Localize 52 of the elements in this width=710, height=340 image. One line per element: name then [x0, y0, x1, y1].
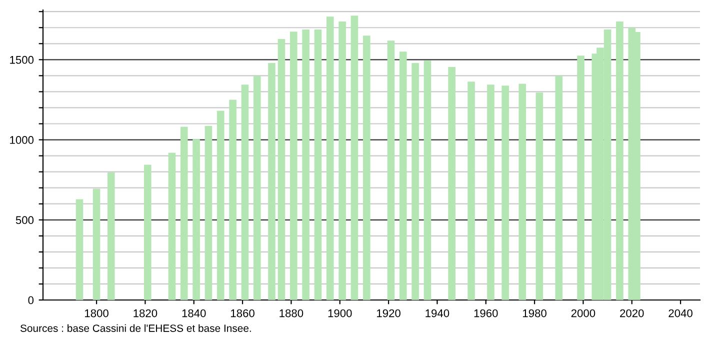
x-tick-label: 2020: [620, 309, 644, 318]
x-tick-label: 1800: [85, 309, 108, 318]
bar: [448, 67, 456, 300]
x-tick-label: 1860: [231, 309, 254, 318]
bar: [487, 84, 494, 300]
x-tick-label: 1980: [523, 309, 546, 318]
x-tick-label: 1960: [474, 309, 498, 318]
bar: [192, 139, 200, 300]
bar: [302, 30, 310, 300]
bar: [350, 16, 358, 300]
bar: [518, 84, 526, 300]
x-tick-label: 2000: [571, 309, 596, 318]
bar: [362, 36, 370, 300]
bar: [241, 84, 249, 300]
bar: [76, 199, 84, 300]
y-tick-label: 0: [28, 296, 34, 304]
source-note: Sources : base Cassini de l'EHESS et base Insee.: [20, 324, 251, 332]
bar: [468, 82, 475, 300]
x-tick-label: 1840: [182, 309, 206, 318]
x-tick-label: 1920: [377, 309, 400, 318]
x-tick-label: 1900: [328, 309, 352, 318]
bar: [555, 76, 563, 300]
bar: [180, 126, 188, 300]
bar: [168, 152, 176, 300]
bar: [290, 32, 298, 300]
bar: [577, 56, 584, 300]
bar: [229, 100, 236, 300]
y-tick-label: 1000: [10, 136, 34, 144]
bar: [204, 126, 212, 300]
bar: [107, 172, 115, 300]
bar: [424, 60, 432, 300]
x-tick-label: 1880: [280, 309, 304, 318]
x-tick-label: 1940: [426, 309, 450, 318]
bar: [536, 92, 544, 300]
bar: [216, 110, 224, 300]
y-tick-label: 1500: [10, 56, 34, 64]
bar: [92, 188, 100, 300]
y-tick-label: 500: [16, 216, 34, 224]
bar: [502, 86, 509, 300]
bar: [326, 16, 334, 300]
x-tick-label: 2040: [668, 309, 692, 318]
bar: [253, 76, 261, 300]
bar: [338, 22, 346, 300]
bar: [387, 40, 395, 300]
bar: [314, 30, 322, 300]
x-tick-label: 1820: [134, 309, 158, 318]
bar: [278, 39, 286, 300]
bar: [144, 164, 152, 300]
bar: [399, 52, 407, 300]
bar: [616, 22, 624, 300]
bar: [412, 63, 419, 300]
bar: [268, 63, 276, 300]
